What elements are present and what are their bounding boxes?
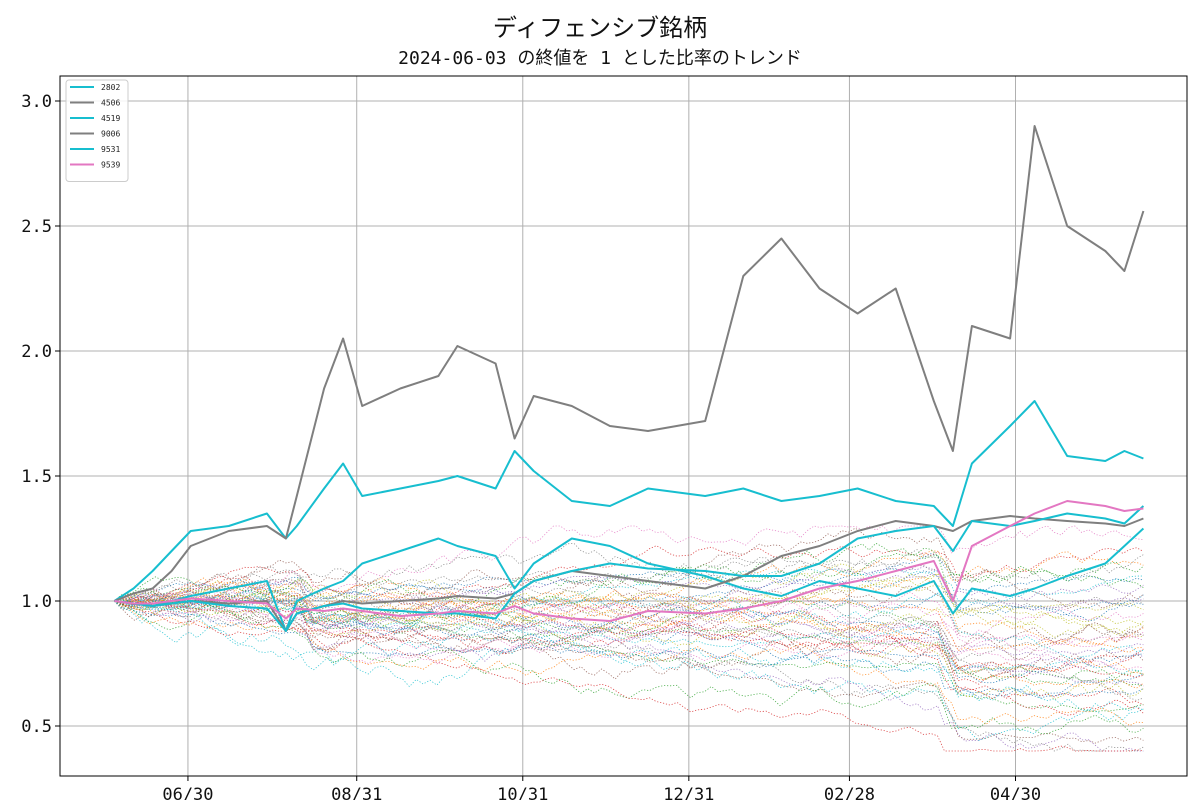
background-series-line bbox=[114, 543, 1144, 610]
x-tick-label: 06/30 bbox=[162, 785, 213, 800]
x-tick-label: 10/31 bbox=[497, 785, 548, 800]
y-tick-label: 0.5 bbox=[21, 717, 52, 737]
background-series-line bbox=[114, 553, 1144, 605]
series-line-2802 bbox=[113, 400, 1144, 602]
background-series-line bbox=[114, 597, 1144, 752]
background-series-line bbox=[114, 588, 1144, 665]
background-series-line bbox=[114, 599, 1144, 685]
y-tick-label: 2.5 bbox=[21, 217, 52, 237]
background-series-line bbox=[114, 573, 1144, 611]
background-series-line bbox=[114, 600, 1144, 727]
series-layer bbox=[113, 125, 1145, 632]
y-tick-label: 1.0 bbox=[21, 592, 52, 612]
background-series-line bbox=[114, 563, 1144, 627]
background-series-line bbox=[114, 553, 1144, 611]
background-series-line bbox=[114, 527, 1144, 616]
background-series-line bbox=[114, 590, 1144, 656]
y-tick-label: 3.0 bbox=[21, 92, 52, 112]
background-series-line bbox=[114, 556, 1144, 609]
background-series-line bbox=[114, 600, 1144, 678]
series-line-4506 bbox=[114, 125, 1145, 602]
background-series-line bbox=[114, 598, 1144, 638]
background-series-line bbox=[114, 595, 1144, 687]
background-series-line bbox=[114, 568, 1144, 619]
background-series-line bbox=[114, 600, 1144, 675]
tick-layer: 0.5 1.0 1.5 2.0 2.5 3.0 06/30 08/31 10/31 12/31 02… bbox=[21, 92, 1041, 800]
series-line-4519 bbox=[114, 527, 1145, 632]
background-series-line bbox=[114, 589, 1144, 653]
chart-subtitle: 2024-06-03 の終値を 1 とした比率のトレンド bbox=[398, 48, 802, 69]
background-series-line bbox=[114, 591, 1144, 661]
background-series-line bbox=[114, 581, 1144, 689]
legend-label: 2802 bbox=[101, 83, 120, 92]
legend-box bbox=[65, 79, 129, 182]
legend-label: 9531 bbox=[101, 145, 120, 154]
background-series-line bbox=[114, 577, 1144, 675]
background-series-line bbox=[114, 598, 1144, 712]
y-tick-label: 2.0 bbox=[21, 342, 52, 362]
background-series-line bbox=[114, 545, 1144, 603]
background-series-line bbox=[114, 600, 1144, 741]
y-tick-label: 1.5 bbox=[21, 467, 52, 487]
series-line-9539 bbox=[114, 500, 1144, 622]
background-series-line bbox=[114, 583, 1144, 636]
grid-layer bbox=[60, 76, 1187, 776]
x-tick-label: 04/30 bbox=[990, 785, 1041, 800]
background-series-layer bbox=[114, 525, 1144, 752]
legend-label: 9006 bbox=[101, 130, 120, 139]
background-series-line bbox=[114, 559, 1144, 661]
legend-label: 4519 bbox=[101, 114, 120, 123]
background-series-line bbox=[114, 595, 1144, 752]
background-series-line bbox=[114, 600, 1144, 680]
x-tick-label: 08/31 bbox=[331, 785, 382, 800]
x-tick-label: 02/28 bbox=[824, 785, 875, 800]
background-series-line bbox=[114, 566, 1144, 611]
background-series-line bbox=[114, 589, 1144, 672]
plot-frame bbox=[59, 75, 1188, 777]
series-line-9531 bbox=[114, 505, 1145, 632]
legend: 2802 4506 4519 9006 9531 9539 bbox=[65, 79, 129, 182]
chart-title: ディフェンシブ銘柄 bbox=[492, 14, 708, 42]
background-series-line bbox=[114, 579, 1144, 700]
legend-label: 4506 bbox=[101, 99, 120, 108]
background-series-line bbox=[114, 600, 1144, 684]
legend-label: 9539 bbox=[101, 161, 120, 170]
background-series-line bbox=[114, 600, 1144, 752]
x-tick-label: 12/31 bbox=[663, 785, 714, 800]
background-series-line bbox=[114, 550, 1144, 629]
background-series-line bbox=[114, 578, 1144, 701]
